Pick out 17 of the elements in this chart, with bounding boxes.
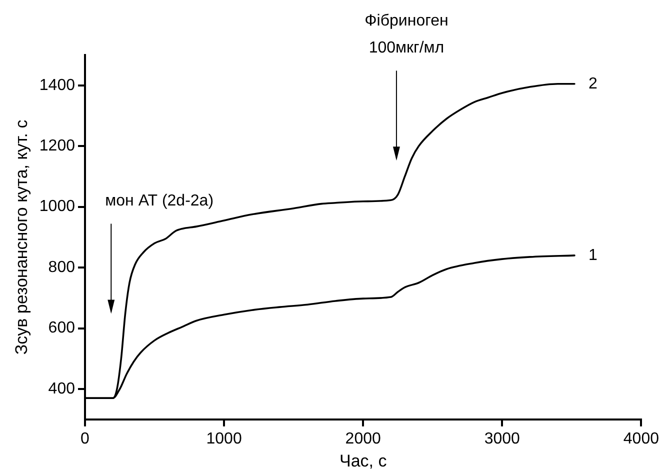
y-tick-label: 1400 [39, 76, 76, 94]
x-tick-label: 0 [80, 430, 90, 448]
annotation: Фібриноген 100мкг/мл [364, 12, 448, 57]
x-tick-label: 3000 [484, 430, 520, 448]
annotation: мон АТ (2d-2a) [105, 192, 214, 210]
y-tick-label: 1000 [39, 198, 76, 216]
series-label: 2 [588, 75, 598, 92]
y-tick-label: 600 [48, 320, 76, 337]
y-tick-label: 1200 [39, 138, 76, 155]
y-tick-label: 800 [48, 258, 76, 276]
series-label: 1 [588, 246, 598, 264]
x-tick-label: 2000 [345, 430, 381, 448]
y-axis-title: Зсув резонансного кута, кут. с [12, 119, 31, 355]
x-axis-title: Час, с [339, 451, 388, 470]
x-tick-label: 4000 [623, 430, 660, 448]
y-tick-label: 400 [48, 380, 76, 398]
x-tick-label: 1000 [206, 430, 242, 448]
